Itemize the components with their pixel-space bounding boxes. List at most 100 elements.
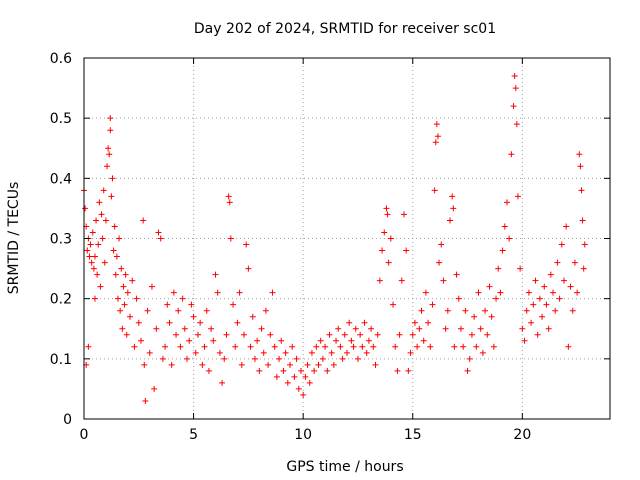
data-point (113, 253, 120, 260)
data-point (97, 283, 104, 290)
data-point (271, 343, 278, 350)
data-point (416, 325, 423, 332)
data-point (258, 325, 265, 332)
data-point (269, 289, 276, 296)
data-point (453, 271, 460, 278)
data-point (291, 373, 298, 380)
chart-title: Day 202 of 2024, SRMTID for receiver sc0… (194, 21, 496, 37)
data-point (243, 241, 250, 248)
data-point (119, 325, 126, 332)
data-point (137, 337, 144, 344)
data-point (131, 343, 138, 350)
grid-lines (84, 58, 610, 419)
data-point (324, 367, 331, 374)
data-point (442, 325, 449, 332)
data-point (308, 349, 315, 356)
data-point (400, 211, 407, 218)
data-point (205, 367, 212, 374)
data-point (194, 331, 201, 338)
y-tick-label: 0.6 (50, 51, 72, 67)
data-point (514, 193, 521, 200)
data-point (578, 187, 585, 194)
data-point (420, 337, 427, 344)
data-point (135, 319, 142, 326)
data-point (90, 265, 97, 272)
data-point (249, 313, 256, 320)
x-axis-title: GPS time / hours (286, 459, 403, 475)
data-point (403, 247, 410, 254)
data-point (348, 337, 355, 344)
data-point (422, 289, 429, 296)
data-point (519, 325, 526, 332)
data-point (295, 385, 302, 392)
data-point (133, 295, 140, 302)
data-point (510, 103, 517, 110)
data-point (339, 355, 346, 362)
data-point (317, 337, 324, 344)
data-point (499, 247, 506, 254)
data-point (444, 307, 451, 314)
data-point (460, 343, 467, 350)
data-point (168, 361, 175, 368)
data-point (431, 187, 438, 194)
data-point (91, 253, 98, 260)
data-point (560, 277, 567, 284)
data-point (392, 343, 399, 350)
data-point (254, 337, 261, 344)
data-point (123, 331, 130, 338)
data-point (517, 265, 524, 272)
data-point (552, 307, 559, 314)
data-point (372, 361, 379, 368)
y-tick-label: 0.3 (50, 232, 72, 248)
data-point (455, 295, 462, 302)
data-point (203, 307, 210, 314)
y-tick-label: 0.5 (50, 111, 72, 127)
data-point (100, 187, 107, 194)
data-point (300, 391, 307, 398)
x-tick-label: 10 (294, 427, 312, 443)
data-point (225, 193, 232, 200)
data-point (221, 355, 228, 362)
data-point (155, 229, 162, 236)
data-point (223, 331, 230, 338)
data-point (208, 325, 215, 332)
data-point (365, 337, 372, 344)
data-point (337, 343, 344, 350)
data-point (541, 283, 548, 290)
data-point (197, 319, 204, 326)
data-point (488, 313, 495, 320)
data-point (144, 307, 151, 314)
data-point (238, 361, 245, 368)
data-point (450, 205, 457, 212)
data-point (210, 337, 217, 344)
data-point (306, 379, 313, 386)
data-point (462, 307, 469, 314)
data-point (523, 307, 530, 314)
data-point (112, 271, 119, 278)
data-point (262, 307, 269, 314)
data-point (108, 193, 115, 200)
data-point (267, 331, 274, 338)
data-point (350, 343, 357, 350)
data-point (188, 301, 195, 308)
data-point (260, 349, 267, 356)
data-point (240, 331, 247, 338)
data-point (127, 313, 134, 320)
data-point (236, 289, 243, 296)
data-point (124, 289, 131, 296)
data-point (230, 301, 237, 308)
data-point (284, 379, 291, 386)
data-point (121, 301, 128, 308)
data-point (497, 289, 504, 296)
data-point (558, 241, 565, 248)
y-tick-label: 0.2 (50, 292, 72, 308)
data-point (554, 259, 561, 266)
data-point (574, 289, 581, 296)
data-point (464, 367, 471, 374)
data-point (493, 295, 500, 302)
data-point (379, 247, 386, 254)
data-point (394, 367, 401, 374)
data-point (344, 349, 350, 356)
data-point (418, 307, 425, 314)
